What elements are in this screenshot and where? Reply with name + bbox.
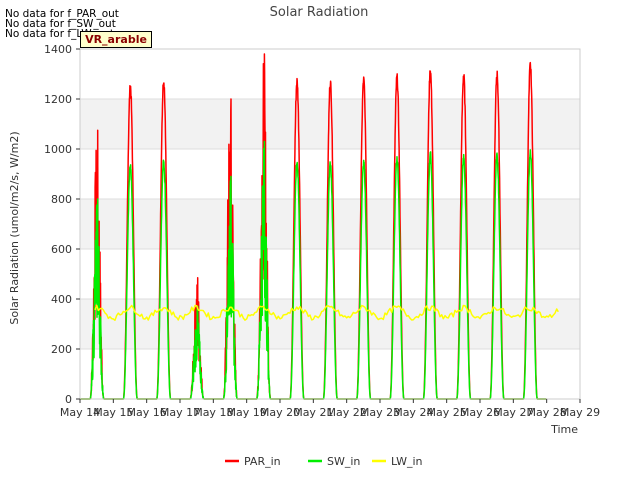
y-tick-label: 200 xyxy=(51,343,72,356)
legend-label: SW_in xyxy=(327,455,360,468)
legend-label: LW_in xyxy=(391,455,423,468)
series-line-lw-in xyxy=(94,304,559,321)
x-tick-label: May 26 xyxy=(460,406,500,419)
x-tick-label: May 22 xyxy=(327,406,367,419)
x-tick-label: May 25 xyxy=(427,406,467,419)
y-tick-label: 600 xyxy=(51,243,72,256)
y-tick-label: 1000 xyxy=(44,143,72,156)
x-tick-label: May 17 xyxy=(160,406,200,419)
x-tick-label: May 23 xyxy=(360,406,400,419)
no-data-note-sw-out: No data for f_SW_out xyxy=(5,18,116,30)
legend: PAR_in SW_in LW_in xyxy=(225,455,423,468)
y-axis-ticks: 0 200 400 600 800 1000 1200 1400 xyxy=(44,43,80,406)
x-tick-label: May 18 xyxy=(193,406,233,419)
x-tick-label: May 19 xyxy=(227,406,267,419)
y-tick-label: 1200 xyxy=(44,93,72,106)
y-tick-label: 400 xyxy=(51,293,72,306)
y-tick-label: 1400 xyxy=(44,43,72,56)
x-tick-label: May 15 xyxy=(93,406,133,419)
legend-label: PAR_in xyxy=(244,455,281,468)
x-tick-label: May 24 xyxy=(393,406,433,419)
x-tick-label: May 29 xyxy=(560,406,600,419)
background-band xyxy=(80,199,580,249)
x-tick-label: May 21 xyxy=(293,406,333,419)
x-tick-label: May 14 xyxy=(60,406,100,419)
y-tick-label: 0 xyxy=(65,393,72,406)
x-tick-label: May 20 xyxy=(260,406,300,419)
no-data-note-par-out: No data for f_PAR_out xyxy=(5,8,119,20)
chart-title: Solar Radiation xyxy=(270,5,369,20)
x-tick-label: May 27 xyxy=(493,406,533,419)
series-line-sw-in xyxy=(80,140,547,400)
x-axis-label: Time xyxy=(550,423,578,436)
y-axis-label: Solar Radiation (umol/m2/s, W/m2) xyxy=(8,131,21,324)
y-tick-label: 800 xyxy=(51,193,72,206)
variable-label-box: VR_arable xyxy=(80,31,152,48)
x-tick-label: May 16 xyxy=(127,406,167,419)
x-tick-label: May 28 xyxy=(527,406,567,419)
plot-frame xyxy=(79,48,581,400)
background-band xyxy=(80,99,580,149)
